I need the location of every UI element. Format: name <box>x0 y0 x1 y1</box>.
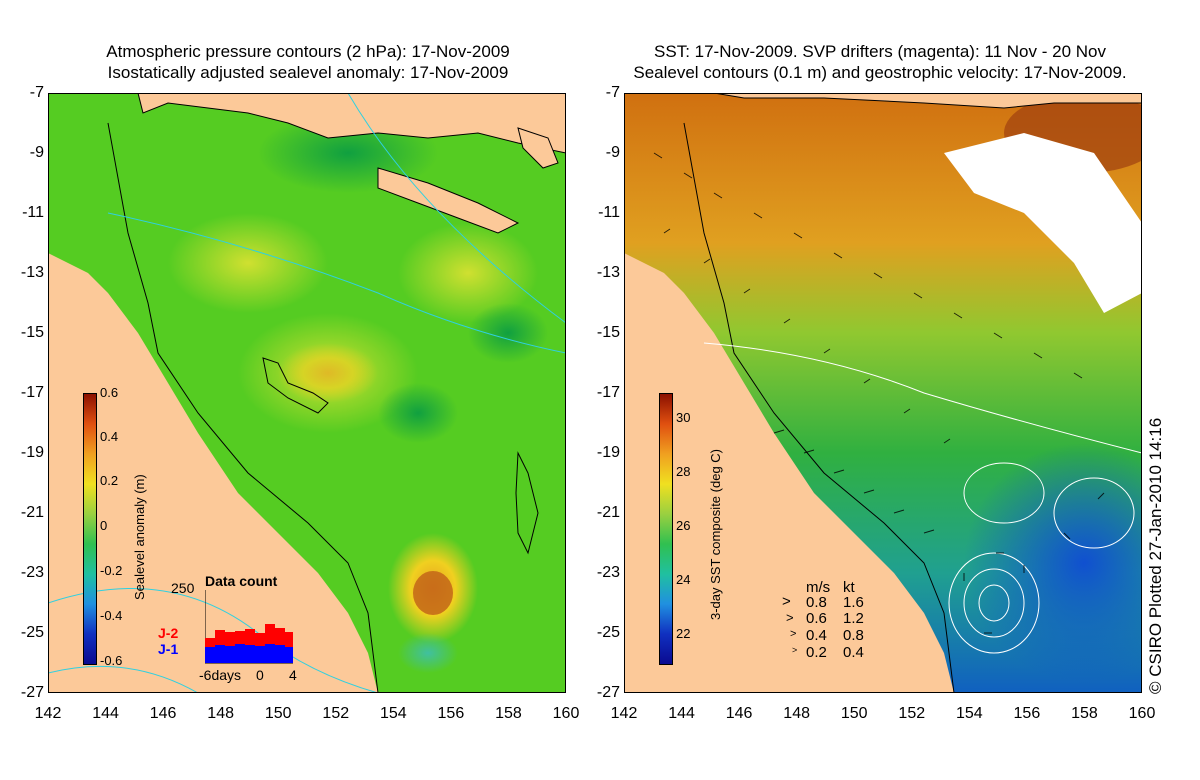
sealevel-colorbar-label: Sealevel anomaly (m) <box>132 474 147 600</box>
sst-colorbar <box>659 393 673 665</box>
y-axis-tick: -7 <box>29 84 44 101</box>
png-landmass <box>137 93 566 154</box>
y-axis-tick: -13 <box>20 264 44 281</box>
speed-legend-ms: 0.8 <box>806 594 827 611</box>
y-axis-tick: -27 <box>596 684 620 701</box>
x-axis-tick: 158 <box>495 705 522 722</box>
data-count-histogram <box>205 590 293 664</box>
right-title-line1: SST: 17-Nov-2009. SVP drifters (magenta)… <box>654 42 1106 61</box>
x-axis-tick: 148 <box>783 705 811 722</box>
sealevel-tick: 0 <box>100 518 108 533</box>
speed-legend-kt: 0.8 <box>843 627 864 644</box>
x-axis-tick: 146 <box>725 705 753 722</box>
x-axis-tick: 150 <box>264 705 292 722</box>
x-axis-tick: 146 <box>149 705 177 722</box>
y-axis-tick: -11 <box>598 204 620 221</box>
sst-tick: 30 <box>676 410 691 425</box>
y-axis-tick: -19 <box>596 444 620 461</box>
sealevel-colorbar <box>83 393 97 665</box>
y-axis-tick: -15 <box>20 324 44 341</box>
data-count-bars <box>205 624 293 663</box>
x-axis-tick: 150 <box>840 705 868 722</box>
sealevel-tick: -0.4 <box>100 608 123 623</box>
y-axis-tick: -9 <box>29 144 44 161</box>
sealevel-tick: 0.2 <box>100 473 119 488</box>
j2-label: J-2 <box>158 625 179 641</box>
y-axis-tick: -21 <box>20 504 44 521</box>
y-axis-tick: -9 <box>605 144 620 161</box>
y-axis-tick: -23 <box>596 564 620 581</box>
x-axis-tick: 148 <box>207 705 235 722</box>
y-axis-tick: -25 <box>20 624 44 641</box>
islands <box>377 167 520 234</box>
speed-legend-kt: 1.6 <box>843 594 864 611</box>
x-axis-tick: 154 <box>955 705 983 722</box>
sst-tick: 24 <box>676 572 691 587</box>
y-axis-tick: -19 <box>20 444 44 461</box>
data-count-xlabel: -6days <box>199 667 242 683</box>
sealevel-tick: 0.4 <box>100 429 119 444</box>
x-axis-tick: 144 <box>92 705 119 722</box>
speed-legend-ms: 0.2 <box>806 644 827 661</box>
sealevel-anomaly-map <box>48 93 566 693</box>
cloud-gaps <box>944 133 1142 313</box>
data-count-xlabel: 0 <box>256 667 264 683</box>
y-axis-tick: -11 <box>22 204 44 221</box>
x-axis-tick: 144 <box>668 705 695 722</box>
speed-legend-arrow: > <box>792 645 798 655</box>
sealevel-tick: 0.6 <box>100 385 119 400</box>
sst-map <box>624 93 1142 693</box>
j1-label: J-1 <box>158 641 179 657</box>
speed-legend-kt: 1.2 <box>843 610 864 627</box>
x-axis-tick: 142 <box>610 705 638 722</box>
x-axis-tick: 142 <box>34 705 62 722</box>
x-axis-tick: 152 <box>322 705 350 722</box>
y-axis-tick: -7 <box>605 84 620 101</box>
sst-tick: 26 <box>676 518 691 533</box>
y-axis-tick: -13 <box>596 264 620 281</box>
right-title-line2: Sealevel contours (0.1 m) and geostrophi… <box>633 63 1127 82</box>
x-axis-tick: 158 <box>1071 705 1098 722</box>
y-axis-tick: -25 <box>596 624 620 641</box>
sealevel-tick: -0.6 <box>100 653 123 668</box>
speed-legend-ms: 0.6 <box>806 610 827 627</box>
speed-legend-kt: 0.4 <box>843 644 864 661</box>
y-axis-tick: -27 <box>20 684 44 701</box>
y-axis-tick: -17 <box>596 384 620 401</box>
speed-legend-ms: 0.4 <box>806 627 827 644</box>
x-axis-tick: 152 <box>898 705 926 722</box>
csiro-credit: © CSIRO Plotted 27-Jan-2010 14:16 <box>1146 417 1165 694</box>
x-axis-tick: 156 <box>1013 705 1041 722</box>
y-axis-tick: -21 <box>596 504 620 521</box>
x-axis-tick: 154 <box>379 705 407 722</box>
data-count-title: Data count <box>205 573 278 589</box>
y-axis-tick: -17 <box>20 384 44 401</box>
x-axis-tick: 160 <box>1128 705 1156 722</box>
speed-legend-arrow: > <box>790 628 797 640</box>
speed-legend-ms-header: m/s <box>806 579 831 596</box>
data-count-max: 250 <box>171 580 195 596</box>
sst-tick: 28 <box>676 464 691 479</box>
sealevel-tick: -0.2 <box>100 563 123 578</box>
y-axis-tick: -15 <box>596 324 620 341</box>
speed-legend-arrow: > <box>782 593 791 610</box>
x-axis-tick: 156 <box>437 705 465 722</box>
velocity-arrows <box>653 152 1105 634</box>
speed-legend-arrow: > <box>786 610 794 625</box>
sst-tick: 22 <box>676 626 691 641</box>
left-title-line2: Isostatically adjusted sealevel anomaly:… <box>107 63 509 82</box>
left-title-line1: Atmospheric pressure contours (2 hPa): 1… <box>106 42 510 61</box>
sst-colorbar-label: 3-day SST composite (deg C) <box>708 449 723 620</box>
data-count-xlabel: 4 <box>289 667 297 683</box>
y-axis-tick: -23 <box>20 564 44 581</box>
speed-legend-kt-header: kt <box>843 579 855 596</box>
x-axis-tick: 160 <box>552 705 580 722</box>
